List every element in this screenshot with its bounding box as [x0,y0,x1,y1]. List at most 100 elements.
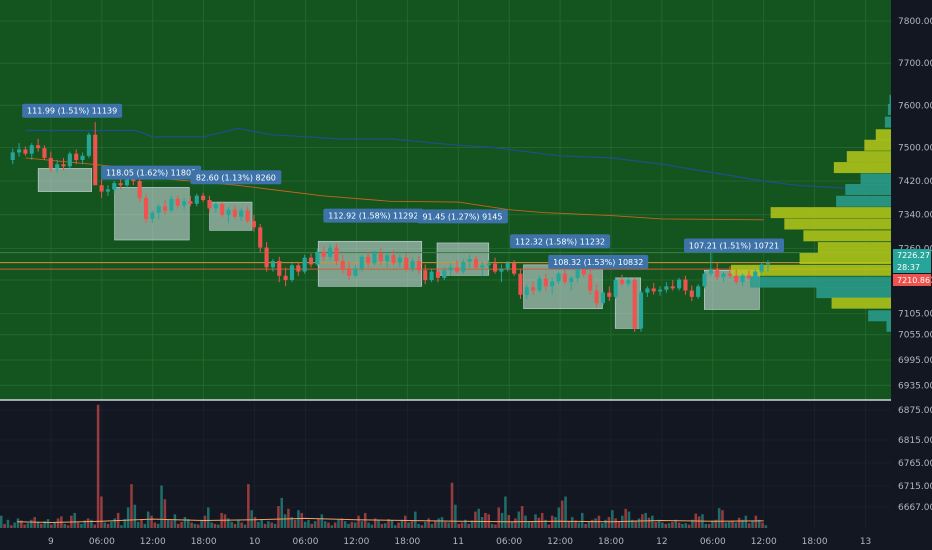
candle-body [543,278,548,287]
time-axis[interactable]: 9 06:00 12:00 18:00 10 06:00 12:00 18:00 11 06:00… [48,537,871,547]
volume-bar [657,519,661,528]
volume-profile-row [784,218,891,230]
volume-bar [370,524,374,528]
volume-bar [270,522,273,528]
volume-tick-label: 6667.00 [898,503,932,513]
volume-bar [50,524,53,528]
candle-body [746,275,751,278]
candle-body [702,273,707,287]
candle-body [207,200,212,209]
range-tag-label: 82.60 (1.13%) 8260 [196,173,276,182]
price-tick-label: 6935.00 [898,381,932,391]
candle-body [658,289,663,292]
volume-bar [661,522,664,528]
candle-body [67,153,72,167]
candle-body [61,164,66,167]
volume-bar [280,497,284,528]
volume-bar [734,522,738,528]
volume-bar [240,522,243,528]
volume-bar [430,523,434,528]
candle-body [416,261,421,271]
volume-tick-label: 6815.00 [898,436,932,446]
volume-bar [166,519,170,528]
range-tag-background [101,165,202,180]
candle-body [251,221,256,228]
volume-bar [120,525,123,528]
volume-bar [510,521,514,528]
volume-bar [497,507,501,528]
volume-bar [93,524,97,528]
time-tick-label: 06:00 [293,537,319,547]
candle-body [245,210,250,222]
candle-body [220,204,225,215]
range-tag: 118.05 (1.62%) 11805 [101,165,202,180]
candle-body [613,280,618,297]
volume-bar [731,521,734,528]
volume-bar [237,519,240,528]
candle-body [213,204,218,209]
volume-profile-row [803,230,891,242]
volume-pane-background [0,400,891,530]
candle-body [473,258,479,268]
volume-bar [143,523,147,528]
candle-body [575,269,580,278]
volume-profile-row [886,320,891,332]
candle-body [626,280,631,284]
volume-bar [66,525,70,528]
volume-bar [217,524,220,528]
volume-profile-row [860,173,891,185]
volume-bar [714,519,718,528]
time-tick-label: 18:00 [802,537,828,547]
volume-bar [133,504,137,528]
volume-bar [283,514,287,528]
candle-body [29,145,34,154]
volume-bar [624,508,627,528]
candle-body [638,292,644,329]
candle-body [594,290,599,304]
current-price-label: 7210.86 [893,274,931,286]
volume-bar [123,519,127,528]
volume-bar [23,524,26,528]
volume-bar [717,508,721,528]
volume-bar [176,523,180,528]
volume-bar [604,519,607,528]
volume-bar [704,523,708,528]
candle-body [607,292,612,297]
volume-bar [196,524,200,528]
volume-bar [250,510,253,528]
current-price-label-text: 28:37 [897,263,920,272]
candle-body [619,280,625,284]
candle-body [378,253,383,262]
candle-body [137,181,142,198]
volume-bar [440,517,444,528]
volume-bar [243,524,247,528]
volume-bar [357,515,360,528]
candle-body [334,247,339,262]
candle-body [537,278,542,291]
candle-body [708,269,713,274]
candle-body [423,270,428,280]
range-tag-label: 107.21 (1.51%) 10721 [689,241,779,250]
candle-body [232,209,237,217]
volume-bar [267,521,270,528]
volume-bar [527,521,531,528]
candle-body [302,257,307,272]
volume-bar [3,523,6,528]
volume-tick-label: 6765.00 [898,459,932,469]
volume-bar [103,522,107,528]
range-tag-background [190,170,282,185]
volume-bar [404,515,407,528]
volume-bar [53,522,56,528]
volume-bar [230,521,233,528]
current-price-label-background [893,261,931,273]
volume-bar [420,525,424,528]
current-price-label-text: 7210.86 [897,276,930,285]
volume-bar [647,517,651,528]
candle-body [55,164,60,169]
volume-bar [13,522,16,528]
candle-body [156,206,161,213]
current-price-label: 28:37 [893,261,931,273]
volume-bar [724,522,728,528]
volume-bar [40,523,43,528]
